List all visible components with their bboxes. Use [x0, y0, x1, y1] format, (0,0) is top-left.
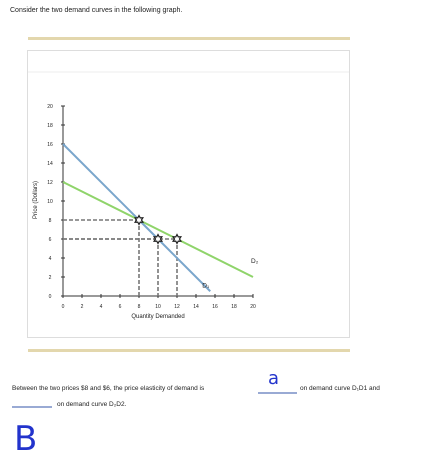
- question: Consider the two demand curves in the fo…: [10, 7, 182, 14]
- x-tick-label: 6: [119, 304, 122, 310]
- prompt: on demand curve D₂D2.: [57, 401, 127, 408]
- x-tick-label: 4: [100, 304, 103, 310]
- x-tick-label: 8: [138, 304, 141, 310]
- point-marker: [152, 233, 164, 245]
- prompt: Between the two prices $8 and $6, the pr…: [12, 385, 205, 392]
- divider: [28, 37, 350, 40]
- y-tick-label: 4: [49, 256, 52, 262]
- divider: [28, 349, 350, 352]
- x-axis-label: Quantity Demanded: [131, 314, 184, 320]
- x-tick-label: 18: [231, 304, 237, 310]
- y-tick-label: 18: [47, 123, 53, 129]
- y-tick-label: 12: [47, 180, 53, 186]
- y-tick-label: 10: [47, 199, 53, 205]
- curve-label: D₂: [251, 258, 259, 265]
- x-tick-label: 0: [62, 304, 65, 310]
- x-tick-label: 2: [81, 304, 84, 310]
- point-marker: [171, 233, 183, 245]
- handwritten-answer: B: [14, 419, 37, 453]
- handwritten-answer: a: [268, 368, 279, 389]
- x-tick-label: 16: [212, 304, 218, 310]
- y-tick-label: 8: [49, 218, 52, 224]
- y-tick-label: 20: [47, 104, 53, 110]
- demand-curve: [62, 143, 211, 292]
- x-tick-label: 20: [250, 304, 256, 310]
- point-marker: [133, 214, 145, 226]
- graph-box: [27, 50, 350, 338]
- y-axis-label: Price (Dollars): [33, 181, 39, 219]
- y-tick-label: 2: [49, 275, 52, 281]
- curve-label: D₁: [202, 282, 210, 289]
- prompt: on demand curve D₁D1 and: [300, 385, 380, 392]
- y-tick-label: 6: [49, 237, 52, 243]
- y-tick-label: 16: [47, 142, 53, 148]
- demand-curve: [62, 181, 254, 278]
- x-tick-label: 12: [174, 304, 180, 310]
- x-tick-label: 10: [155, 304, 161, 310]
- x-tick-label: 14: [193, 304, 199, 310]
- y-tick-label: 14: [47, 161, 53, 167]
- y-tick-label: 0: [49, 294, 52, 300]
